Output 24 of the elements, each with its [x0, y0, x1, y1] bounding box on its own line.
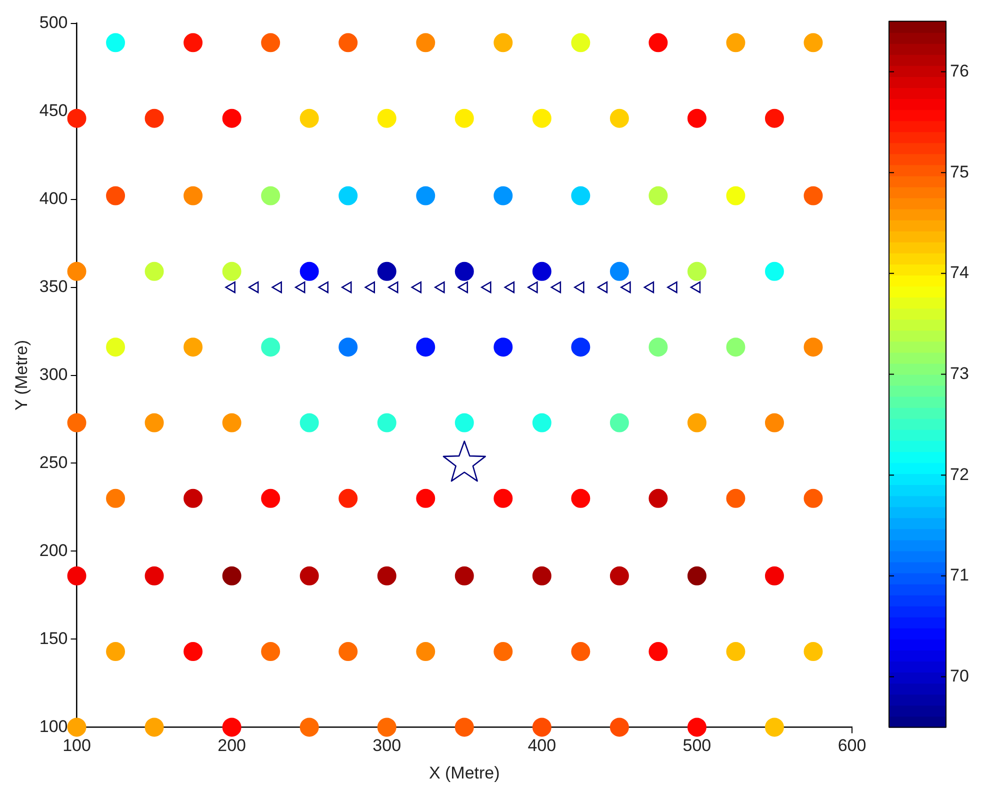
x-tick-label: 500 [682, 736, 712, 756]
y-axis-title: Y (Metre) [12, 340, 31, 411]
x-axis-title: X (Metre) [428, 763, 500, 782]
y-tick-label: 300 [39, 364, 68, 384]
y-tick-label: 250 [39, 452, 68, 472]
y-tick-label: 400 [39, 188, 68, 208]
color-bar-label: 74 [950, 263, 969, 282]
x-tick-label: 200 [218, 736, 246, 756]
color-bar-label: 72 [950, 464, 969, 484]
y-tick-label: 200 [39, 540, 68, 560]
color-bar-label: 71 [950, 566, 969, 585]
color-bar-label: 73 [950, 364, 969, 383]
x-tick-label: 600 [838, 736, 866, 756]
color-bar-label: 70 [950, 666, 969, 686]
y-tick-label: 100 [39, 716, 68, 736]
x-tick-label: 100 [62, 736, 91, 756]
y-tick-label: 350 [39, 276, 68, 296]
x-tick-label: 300 [372, 736, 402, 756]
y-tick-label: 500 [39, 12, 68, 32]
y-tick-label: 150 [39, 628, 68, 648]
y-tick-label: 450 [39, 100, 68, 120]
color-bar-label: 75 [950, 162, 969, 182]
x-tick-label: 400 [528, 736, 556, 756]
color-bar-label: 76 [950, 61, 969, 80]
